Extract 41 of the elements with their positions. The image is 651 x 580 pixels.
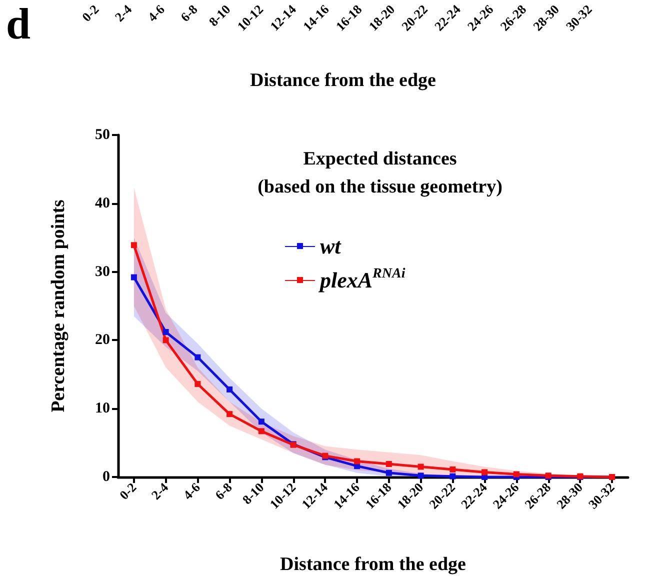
x-tick-label: 4-6 <box>180 479 204 503</box>
point <box>162 337 169 344</box>
category-label: 2-4 <box>112 1 135 25</box>
y-tick-label: 30 <box>95 264 110 280</box>
point <box>450 473 456 480</box>
point <box>482 469 488 476</box>
point <box>162 328 169 335</box>
y-tick-label: 50 <box>95 127 110 143</box>
point <box>130 242 137 248</box>
y-tick-label: 0 <box>102 469 110 485</box>
point <box>226 386 233 392</box>
y-axis-title: Percentage random points <box>48 200 69 412</box>
point <box>130 274 137 280</box>
y-tick-label: 40 <box>95 195 110 212</box>
category-label: 0-2 <box>78 2 102 25</box>
category-label: 4-6 <box>144 1 168 25</box>
point <box>226 411 233 418</box>
text: Expected distances (based on the tissue geometry) <box>258 148 502 198</box>
point <box>258 418 264 425</box>
point <box>258 428 264 434</box>
category-label: 6-8 <box>178 1 201 25</box>
y-tick-label: 10 <box>95 400 110 417</box>
point <box>418 472 424 479</box>
x-tick-label: 0-2 <box>116 480 140 503</box>
x-axis-title: Distance from the edge <box>280 554 466 575</box>
category-label: 8-10 <box>206 2 234 30</box>
point <box>418 464 424 470</box>
point <box>386 470 392 476</box>
text: d <box>6 0 30 48</box>
point <box>450 466 456 472</box>
x-tick-label: 6-8 <box>212 479 236 503</box>
point <box>513 471 520 478</box>
x-tick-label: 2-4 <box>148 479 172 503</box>
y-tick-label: 20 <box>95 332 110 348</box>
legend-label: wt <box>320 234 342 258</box>
point <box>194 354 201 360</box>
text: Distance from the edge <box>250 70 436 91</box>
point <box>194 380 201 387</box>
point <box>386 461 392 468</box>
x-tick-label: 8-10 <box>239 480 267 508</box>
point <box>354 458 360 464</box>
